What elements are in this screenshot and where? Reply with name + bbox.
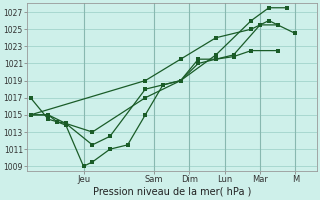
X-axis label: Pression niveau de la mer( hPa ): Pression niveau de la mer( hPa ) (92, 187, 251, 197)
